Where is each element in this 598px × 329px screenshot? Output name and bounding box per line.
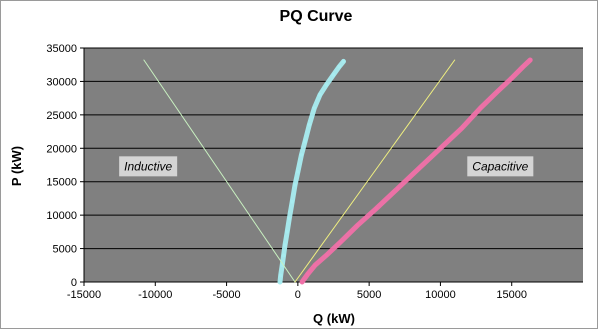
data-point	[300, 280, 304, 284]
data-point	[417, 166, 421, 171]
data-point	[307, 123, 312, 127]
x-tick-label: -10000	[138, 289, 172, 301]
y-tick-label: 10000	[46, 210, 77, 222]
data-point	[341, 59, 346, 64]
data-point	[306, 272, 310, 276]
data-point	[318, 93, 322, 97]
data-point	[313, 263, 317, 268]
data-point	[460, 126, 464, 131]
y-tick-label: 5000	[53, 244, 77, 256]
data-point	[337, 64, 342, 69]
data-point	[283, 243, 287, 248]
data-point	[290, 199, 294, 204]
data-point	[331, 72, 336, 77]
y-tick-label: 35000	[46, 43, 77, 55]
x-tick-label: 15000	[496, 289, 527, 301]
data-point	[324, 82, 329, 87]
x-axis-ticks: -15000 -10000 -5000 0 5000 10000 15000	[67, 282, 527, 301]
data-point	[509, 76, 514, 80]
data-point	[395, 186, 400, 191]
x-axis-title: Q (kW)	[313, 311, 355, 326]
x-tick-label: 0	[295, 289, 301, 301]
annotation-label: Inductive	[124, 159, 172, 173]
annotation-label: Capacitive	[472, 159, 528, 173]
y-tick-label: 0	[71, 277, 77, 289]
data-point	[287, 216, 292, 221]
y-tick-label: 15000	[46, 177, 77, 189]
series-line-4	[294, 59, 456, 283]
x-tick-label: -5000	[213, 289, 241, 301]
annotation-box: Capacitive	[467, 156, 534, 177]
data-point	[281, 253, 286, 258]
data-point	[478, 106, 483, 110]
y-axis-ticks: 0 5000 10000 15000 20000 25000 30000 35000	[46, 43, 84, 289]
data-point	[296, 169, 300, 174]
annotations: Inductive Capacitive	[119, 156, 534, 177]
data-point	[521, 64, 525, 69]
series-line-3	[143, 59, 296, 283]
x-tick-label: 5000	[357, 289, 381, 301]
annotation-box: Inductive	[119, 156, 178, 177]
annotation-background	[467, 156, 534, 177]
chart-title: PQ Curve	[280, 8, 353, 25]
y-tick-label: 20000	[46, 143, 77, 155]
data-point	[438, 146, 443, 151]
data-point	[285, 230, 289, 234]
data-point	[338, 240, 343, 244]
data-point	[324, 253, 329, 258]
data-point	[278, 280, 282, 284]
data-point	[495, 89, 500, 94]
data-point	[374, 206, 379, 211]
data-point	[355, 223, 360, 227]
data-point	[528, 58, 533, 62]
data-point	[303, 139, 307, 144]
series-line-2	[299, 57, 533, 285]
data-point	[312, 106, 317, 110]
data-point	[278, 273, 283, 278]
x-tick-label: 10000	[425, 289, 456, 301]
data-point	[299, 153, 304, 157]
y-tick-label: 30000	[46, 76, 77, 88]
annotation-background	[119, 156, 178, 177]
data-series	[143, 57, 533, 285]
y-tick-label: 25000	[46, 110, 77, 122]
y-axis-title: P (kW)	[9, 146, 24, 186]
data-point	[293, 183, 297, 187]
x-tick-label: -15000	[67, 289, 101, 301]
